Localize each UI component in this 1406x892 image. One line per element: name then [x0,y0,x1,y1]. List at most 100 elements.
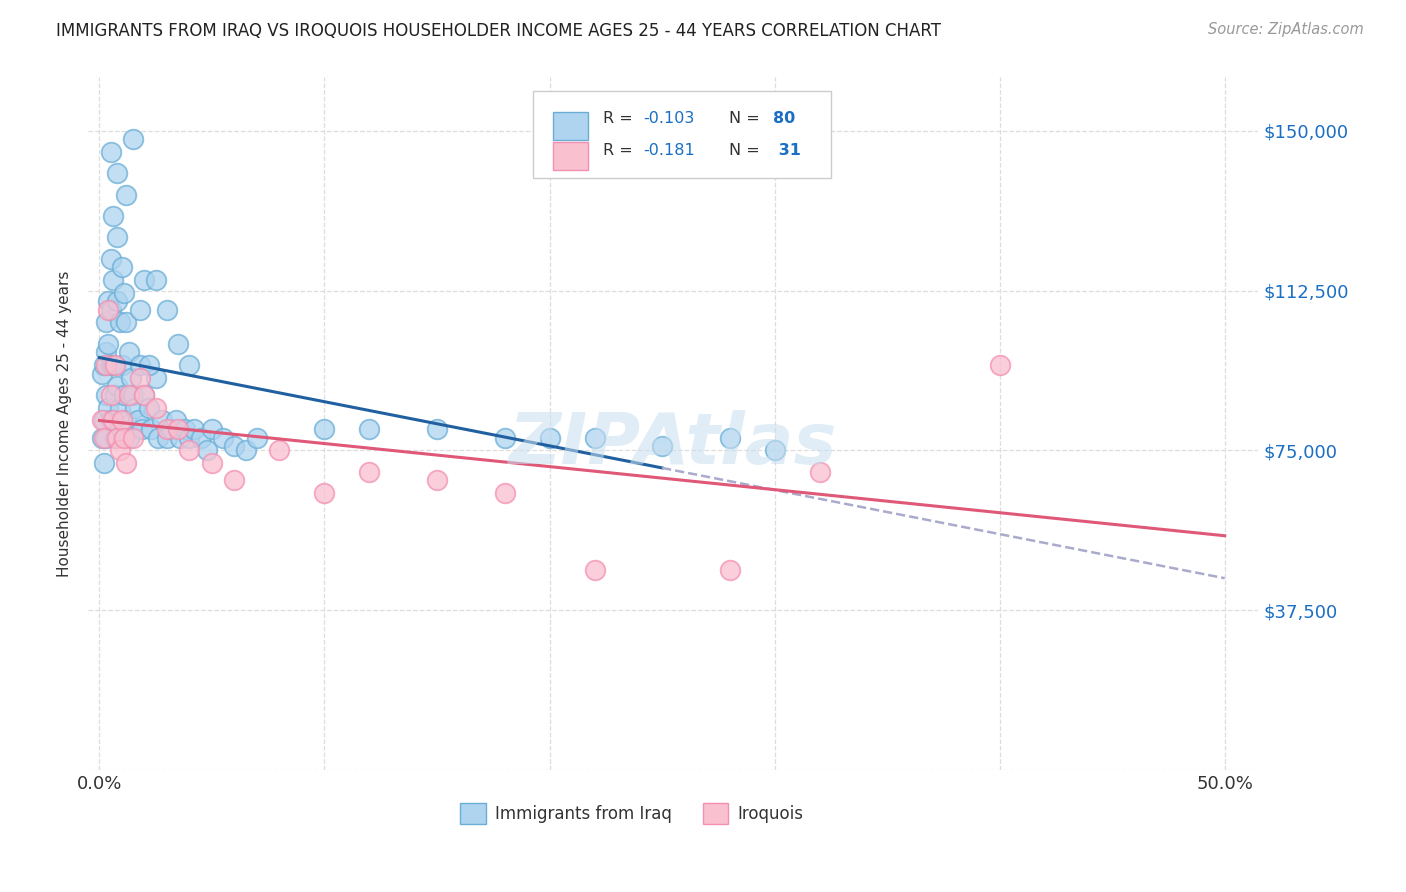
Point [122,430,145,444]
Point [145,273,167,287]
Point [100,302,122,317]
Point [359,422,381,436]
Point [129,371,152,385]
Point [108,316,131,330]
Point [131,422,153,436]
Text: 31: 31 [773,143,800,158]
Point [763,443,786,458]
Point [138,401,160,415]
Point [129,358,152,372]
Point [97,401,120,415]
Point [988,358,1011,372]
Point [100,388,122,402]
Point [138,358,160,372]
Point [183,422,205,436]
Point [97,294,120,309]
Point [112,430,135,444]
Point [190,430,212,444]
FancyBboxPatch shape [553,142,588,169]
Point [107,166,129,180]
Point [134,388,156,402]
Point [122,132,145,146]
Point [179,443,201,458]
Point [156,430,179,444]
Point [101,413,124,427]
Point [134,388,156,402]
Point [235,443,257,458]
Point [100,145,122,159]
Point [93,430,115,444]
Point [167,422,190,436]
Point [112,388,135,402]
Point [165,413,187,427]
Point [115,456,138,470]
Point [90,367,112,381]
Point [96,345,118,359]
Point [212,430,235,444]
Point [246,430,269,444]
Point [583,430,606,444]
Text: R =: R = [603,112,638,127]
Point [115,187,138,202]
Text: N =: N = [730,112,761,127]
Point [96,388,118,402]
Point [124,401,146,415]
Text: IMMIGRANTS FROM IRAQ VS IROQUOIS HOUSEHOLDER INCOME AGES 25 - 44 YEARS CORRELATI: IMMIGRANTS FROM IRAQ VS IROQUOIS HOUSEHO… [56,22,941,40]
Point [101,358,124,372]
Point [96,430,118,444]
Point [314,422,336,436]
Point [93,456,115,470]
Point [201,456,224,470]
Point [115,316,138,330]
Point [111,413,134,427]
Point [145,371,167,385]
Point [97,336,120,351]
FancyBboxPatch shape [533,91,831,178]
Point [160,422,183,436]
Point [101,209,124,223]
Point [269,443,291,458]
Text: Source: ZipAtlas.com: Source: ZipAtlas.com [1208,22,1364,37]
Point [93,413,115,427]
Point [104,358,127,372]
Point [111,358,134,372]
FancyBboxPatch shape [460,803,486,824]
Point [156,422,179,436]
Point [100,413,122,427]
Point [494,486,516,500]
Point [118,345,141,359]
Point [120,371,142,385]
Text: R =: R = [603,143,638,158]
Point [127,413,149,427]
Text: N =: N = [730,143,761,158]
Point [100,358,122,372]
Y-axis label: Householder Income Ages 25 - 44 years: Householder Income Ages 25 - 44 years [58,270,72,577]
Text: Iroquois: Iroquois [738,805,804,822]
Point [718,563,741,577]
Point [201,422,224,436]
Point [112,285,135,300]
Point [359,465,381,479]
Point [107,294,129,309]
Point [152,413,174,427]
Text: Immigrants from Iraq: Immigrants from Iraq [495,805,672,822]
Point [174,422,197,436]
Point [96,358,118,372]
Text: -0.181: -0.181 [643,143,695,158]
Point [108,401,131,415]
Point [145,401,167,415]
Point [146,430,169,444]
Point [494,430,516,444]
Point [104,388,127,402]
Point [90,413,112,427]
Point [122,388,145,402]
Text: -0.103: -0.103 [643,112,695,127]
Point [107,430,129,444]
Text: ZIPAtlas: ZIPAtlas [509,410,838,479]
Point [224,439,246,453]
Point [426,422,449,436]
Point [104,430,127,444]
Point [101,273,124,287]
Point [100,252,122,266]
Point [179,430,201,444]
